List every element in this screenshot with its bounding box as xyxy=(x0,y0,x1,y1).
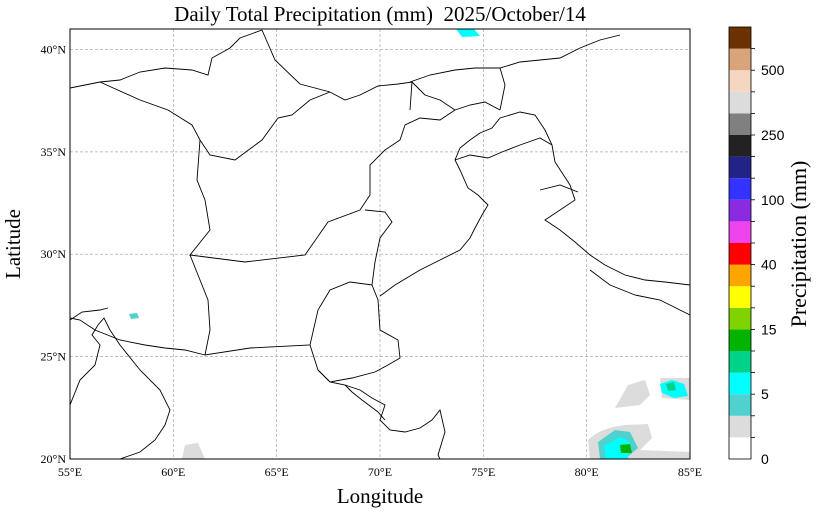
colorbar-tick-label: 100 xyxy=(761,192,785,208)
map-frame xyxy=(69,28,691,460)
rain-patch-e-green xyxy=(666,382,676,391)
colorbar-segment xyxy=(729,394,751,416)
map-gridlines xyxy=(70,29,690,459)
lat-tick-label: 30°N xyxy=(41,247,67,261)
caspian-coast xyxy=(70,29,263,89)
india-pakistan-border xyxy=(379,132,489,297)
colorbar-segment xyxy=(729,372,751,395)
coast-iran-south xyxy=(70,317,206,356)
y-axis-label: Latitude xyxy=(1,209,25,279)
colorbar-tick-label: 0 xyxy=(761,451,769,467)
lon-tick-label: 75°E xyxy=(471,465,495,479)
afghanistan-outline xyxy=(189,101,501,263)
colorbar-tick-label: 500 xyxy=(761,62,785,78)
colorbar-segment xyxy=(729,351,751,373)
turkmenistan-uzbekistan-border xyxy=(261,29,413,111)
rain-patch-se-cyan xyxy=(604,437,630,459)
china-tajik-border xyxy=(499,67,506,111)
latitude-ticks: 20°N 25°N 30°N 35°N 40°N xyxy=(41,42,67,466)
country-borders xyxy=(70,29,690,459)
rain-patch-se-green xyxy=(620,444,632,453)
colorbar-tick-label: 5 xyxy=(761,386,769,402)
india-gujarat-coast xyxy=(344,384,386,421)
kashmir-loc xyxy=(454,137,553,161)
colorbar-segment xyxy=(729,307,751,330)
pakistan-east-border xyxy=(309,284,401,383)
colorbar-tick-label: 40 xyxy=(761,257,777,273)
colorbar-segment xyxy=(729,178,751,200)
lat-tick-label: 20°N xyxy=(41,452,67,466)
colorbar-segment xyxy=(729,437,751,459)
india-internal-east xyxy=(539,184,579,193)
kyrgyz-tajik-border xyxy=(409,34,621,83)
colorbar-segment xyxy=(729,113,751,135)
iran-north-border xyxy=(99,81,331,161)
colorbar-segment xyxy=(729,70,751,92)
lat-tick-label: 40°N xyxy=(41,42,67,56)
colorbar-segment xyxy=(729,135,751,157)
longitude-ticks: 55°E 60°E 65°E 70°E 75°E 80°E 85°E xyxy=(58,465,702,479)
pakistan-west-border xyxy=(189,209,393,356)
colorbar-segment xyxy=(729,221,751,243)
rain-patch-north xyxy=(456,29,480,37)
colorbar-segment xyxy=(729,156,751,179)
colorbar-segment xyxy=(729,264,751,287)
coast-pakistan-india xyxy=(317,369,446,459)
oman-coast xyxy=(70,317,171,459)
colorbar-tick-label: 250 xyxy=(761,127,785,143)
x-axis-label: Longitude xyxy=(337,484,423,508)
lon-tick-label: 60°E xyxy=(161,465,185,479)
colorbar-segment xyxy=(729,243,751,265)
colorbar-segment xyxy=(729,199,751,222)
tajik-afghan-border xyxy=(411,81,456,111)
lon-tick-label: 70°E xyxy=(368,465,392,479)
precipitation-layer xyxy=(129,29,690,459)
rain-patch-w-light xyxy=(182,443,205,459)
colorbar-ticks: 0 5 15 40 100 250 500 xyxy=(751,48,785,467)
map-title: Daily Total Precipitation (mm) 2025/Octo… xyxy=(174,2,586,26)
colorbar-segment xyxy=(729,48,751,71)
lon-tick-label: 55°E xyxy=(58,465,82,479)
colorbar-segment xyxy=(729,415,751,438)
colorbar-segment xyxy=(729,286,751,308)
colorbar-tick-label: 15 xyxy=(761,321,777,337)
lat-tick-label: 35°N xyxy=(41,145,67,159)
lon-tick-label: 65°E xyxy=(265,465,289,479)
rain-patch-arabian xyxy=(129,313,139,319)
uae-coast xyxy=(70,307,109,321)
nepal-south-border xyxy=(589,269,690,316)
lat-tick-label: 25°N xyxy=(41,350,67,364)
colorbar-label: Precipitation (mm) xyxy=(786,161,811,328)
colorbar xyxy=(728,26,752,460)
china-india-border xyxy=(479,111,576,243)
nepal-border xyxy=(574,241,690,286)
colorbar-segment xyxy=(729,91,751,114)
lon-tick-label: 80°E xyxy=(575,465,599,479)
colorbar-segment xyxy=(729,27,751,49)
lon-tick-label: 85°E xyxy=(678,465,702,479)
colorbar-segment xyxy=(729,329,751,351)
